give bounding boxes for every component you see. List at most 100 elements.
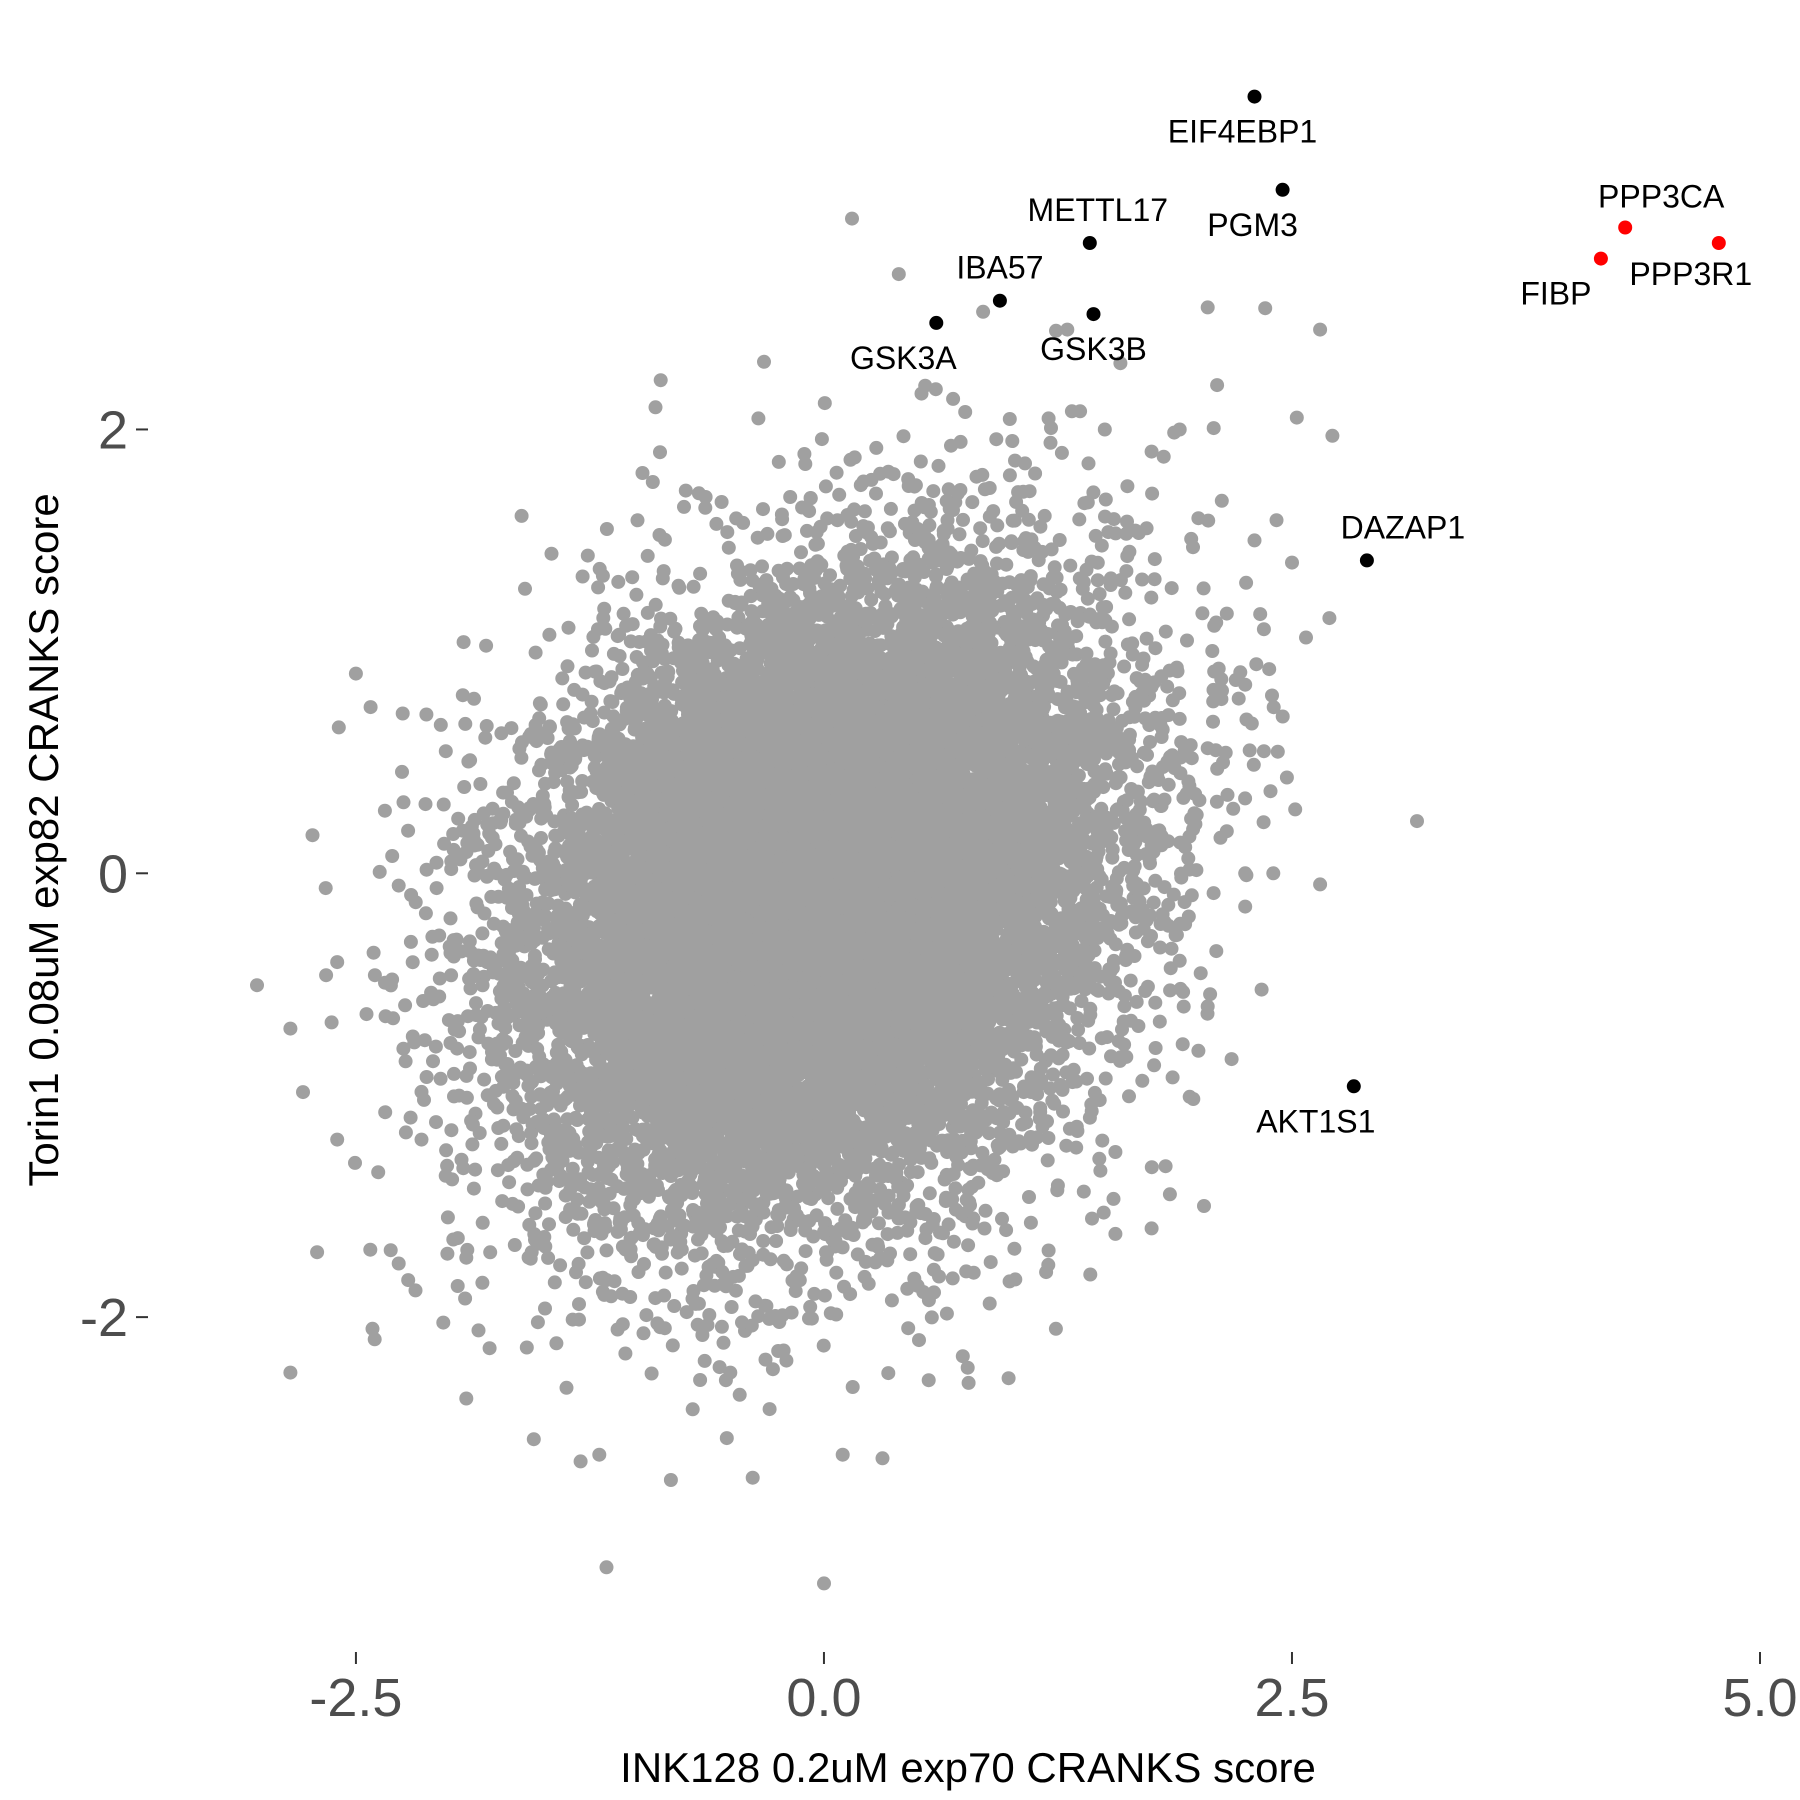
- background-point: [403, 1110, 418, 1125]
- background-point: [1005, 434, 1020, 448]
- background-point: [1048, 1321, 1063, 1336]
- background-point: [829, 465, 844, 480]
- background-point: [471, 1323, 486, 1338]
- background-point: [956, 512, 970, 527]
- background-point: [618, 1346, 633, 1361]
- background-point: [1325, 428, 1340, 443]
- background-point: [1226, 801, 1241, 816]
- background-point: [1219, 606, 1234, 621]
- background-point: [475, 1215, 490, 1230]
- background-point: [1098, 634, 1113, 649]
- background-point: [1117, 659, 1132, 674]
- background-point: [1238, 791, 1253, 806]
- background-point: [939, 1306, 954, 1321]
- background-point: [845, 1380, 860, 1394]
- background-point: [731, 610, 746, 625]
- background-point: [946, 1234, 961, 1249]
- background-point: [1098, 492, 1113, 507]
- background-point: [1096, 1205, 1111, 1220]
- background-point: [502, 1175, 517, 1190]
- background-point: [560, 659, 575, 674]
- background-point: [1120, 514, 1134, 529]
- background-point: [636, 1326, 651, 1341]
- background-point: [1118, 585, 1133, 600]
- background-point: [250, 978, 264, 993]
- background-point: [848, 529, 863, 543]
- background-point: [395, 764, 409, 779]
- background-point: [912, 1333, 926, 1348]
- background-point: [599, 1560, 614, 1575]
- background-point: [429, 1115, 443, 1130]
- background-points-layer: [250, 211, 1424, 1591]
- background-point: [465, 1137, 480, 1152]
- background-point: [794, 545, 808, 560]
- background-point: [724, 1300, 739, 1314]
- background-point: [440, 1246, 455, 1261]
- background-point: [1094, 538, 1109, 553]
- background-point: [857, 504, 872, 519]
- background-point: [926, 484, 941, 499]
- background-point: [542, 627, 557, 642]
- background-point: [1028, 466, 1043, 481]
- background-point: [1049, 323, 1063, 338]
- background-point: [945, 1271, 960, 1286]
- background-point: [755, 559, 769, 574]
- background-point: [817, 1288, 832, 1303]
- background-point: [542, 1217, 556, 1232]
- background-point: [1231, 691, 1246, 706]
- background-point: [686, 579, 701, 594]
- background-point: [1158, 624, 1173, 639]
- background-point: [366, 945, 381, 960]
- background-point: [999, 1223, 1014, 1238]
- background-point: [1103, 571, 1118, 586]
- background-point: [534, 831, 548, 845]
- background-point: [1144, 1160, 1159, 1175]
- background-point: [405, 955, 420, 970]
- background-point: [367, 968, 382, 983]
- background-point: [1242, 743, 1257, 758]
- background-point: [745, 1470, 760, 1485]
- background-point: [491, 1121, 506, 1135]
- background-point: [975, 534, 990, 549]
- background-point: [1266, 700, 1281, 715]
- background-point: [482, 1341, 497, 1356]
- background-point: [1002, 412, 1017, 426]
- background-point: [1054, 445, 1069, 460]
- background-point: [310, 1245, 325, 1260]
- background-point: [433, 1071, 448, 1086]
- background-point: [401, 1273, 416, 1288]
- background-point: [639, 1308, 654, 1323]
- background-point: [396, 1041, 411, 1056]
- background-point: [736, 515, 751, 530]
- background-point: [572, 1297, 586, 1312]
- background-point: [783, 490, 798, 504]
- background-point: [1022, 1190, 1036, 1204]
- background-point: [1220, 787, 1235, 802]
- background-point: [530, 1315, 545, 1330]
- background-point: [1079, 646, 1094, 661]
- background-point: [869, 486, 883, 501]
- background-point: [450, 1279, 465, 1293]
- background-point: [348, 1155, 362, 1170]
- background-point: [847, 502, 862, 517]
- background-point: [948, 1181, 963, 1196]
- background-point: [977, 1221, 992, 1236]
- background-point: [428, 1039, 443, 1054]
- background-point: [1092, 587, 1107, 601]
- background-point: [1206, 886, 1221, 901]
- background-point: [1108, 1226, 1123, 1241]
- background-point: [1239, 575, 1254, 590]
- background-point: [391, 1256, 406, 1271]
- background-point: [475, 1275, 490, 1290]
- background-point: [561, 620, 576, 635]
- background-point: [462, 1045, 477, 1060]
- background-point: [1136, 745, 1151, 760]
- background-point: [658, 1265, 673, 1280]
- background-point: [1080, 1071, 1094, 1086]
- background-point: [385, 972, 400, 987]
- background-point: [1176, 984, 1191, 999]
- background-point: [429, 881, 444, 896]
- background-point: [1209, 944, 1224, 959]
- background-point: [528, 1206, 543, 1221]
